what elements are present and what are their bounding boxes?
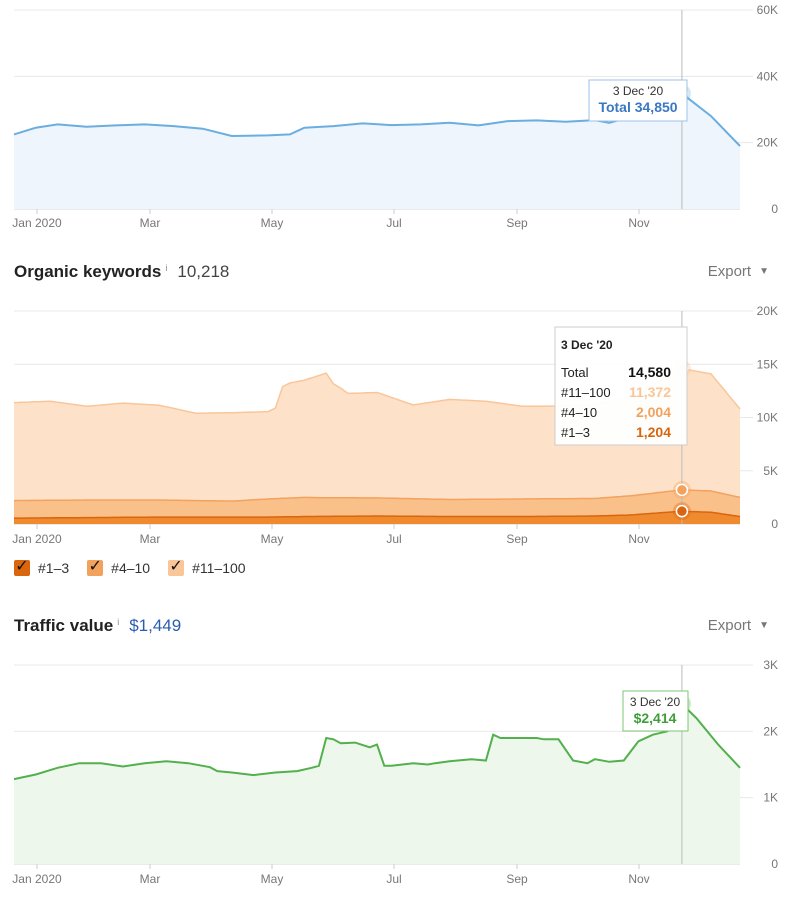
x-tick-label: Jan 2020 (12, 872, 62, 886)
tooltip-row-label: Total (561, 365, 589, 380)
checkbox-4-10[interactable]: ✓ (87, 558, 104, 576)
tooltip-date: 3 Dec '20 (613, 84, 664, 98)
export-label: Export (707, 263, 752, 280)
x-tick-label: Nov (628, 216, 649, 230)
tooltip-box (554, 326, 688, 446)
y-tick-label: 0 (771, 517, 778, 531)
y-tick-label: 10K (757, 411, 778, 425)
y-tick-label: 40K (757, 69, 778, 83)
export-label: Export (707, 617, 752, 634)
hover-point-4-10 (675, 483, 689, 497)
tooltip-row-value: 2,004 (636, 404, 671, 420)
x-tick-label: Nov (628, 532, 649, 546)
tooltip-value: Total 34,850 (598, 99, 677, 115)
tooltip-row-value: 11,372 (629, 384, 671, 400)
x-tick-label: May (261, 532, 284, 546)
positions-legend: ✓ #1–3 ✓ #4–10 ✓ #11–100 (14, 558, 264, 576)
x-tick-label: Jul (386, 532, 401, 546)
organic-keywords-count: 10,218 (177, 262, 230, 281)
tooltip-row-value: 14,580 (628, 364, 671, 380)
x-tick-label: Mar (140, 872, 161, 886)
checkbox-1-3[interactable]: ✓ (14, 558, 30, 576)
caret-down-icon: ▼ (759, 620, 769, 631)
kw-1-3-area (14, 511, 740, 524)
tooltip-value: $2,414 (634, 710, 677, 726)
organic-keywords-header: Organic keywords i 10,218 (14, 260, 229, 284)
y-tick-label: 20K (757, 304, 778, 318)
legend-item-11-100[interactable]: ✓ #11–100 (168, 558, 246, 576)
traffic-value-line (13, 702, 741, 781)
tooltip-date: 3 Dec '20 (561, 338, 613, 352)
traffic-value-title: Traffic value (14, 616, 114, 635)
check-icon: ✓ (15, 558, 29, 575)
kw-1-3-line (14, 510, 741, 519)
legend-item-1-3[interactable]: ✓ #1–3 (14, 558, 70, 576)
kw-4-10-line (13, 489, 741, 502)
traffic-value-header: Traffic value i $1,449 (14, 614, 181, 638)
legend-label-4-10: #4–10 (111, 560, 151, 576)
export-button[interactable]: Export ▼ (708, 617, 769, 634)
export-button[interactable]: Export ▼ (708, 263, 769, 280)
traffic-value-area (14, 703, 740, 864)
x-tick-label: Sep (506, 216, 528, 230)
x-tick-label: Mar (140, 216, 161, 230)
tooltip-row-value: 1,204 (636, 424, 671, 440)
x-tick-label: May (261, 216, 284, 230)
caret-down-icon: ▼ (759, 266, 769, 277)
tooltip-row-label: #11–100 (561, 385, 611, 400)
y-tick-label: 0 (771, 202, 778, 216)
y-tick-label: 3K (763, 658, 778, 672)
x-tick-label: Mar (140, 532, 161, 546)
tooltip-box (588, 79, 688, 122)
info-icon[interactable]: i (165, 263, 168, 273)
y-tick-label: 15K (757, 357, 778, 371)
traffic-value-chart: 3K 2K 1K 0 Jan 2020 Mar May Jul Sep Nov 3 Dec '20$… (12, 658, 778, 886)
tooltip-row-label: #1–3 (561, 425, 590, 440)
check-icon: ✓ (88, 558, 102, 575)
x-tick-label: Jan 2020 (12, 216, 62, 230)
legend-label-1-3: #1–3 (38, 560, 70, 576)
organic-keywords-chart: 20K 15K 10K 5K 0 Jan 2020 Mar May Jul Sep Nov 3 Dec… (12, 304, 778, 546)
y-tick-label: 60K (757, 3, 778, 17)
x-tick-label: Jul (386, 872, 401, 886)
y-tick-label: 2K (763, 724, 778, 738)
tooltip-row-label: #4–10 (561, 405, 597, 420)
tooltip-box (622, 690, 689, 732)
x-tick-label: Sep (506, 532, 528, 546)
legend-item-4-10[interactable]: ✓ #4–10 (87, 558, 151, 576)
checkbox-11-100[interactable]: ✓ (168, 558, 185, 576)
kw-11-100-area (14, 368, 740, 502)
legend-label-11-100: #11–100 (192, 560, 246, 576)
traffic-value-amount: $1,449 (129, 616, 182, 635)
x-tick-label: Nov (628, 872, 649, 886)
check-icon: ✓ (169, 558, 183, 575)
organic-traffic-chart: 60K 40K 20K 0 Jan 2020 Mar May Jul Sep Nov 3 Dec '… (12, 3, 778, 230)
info-icon[interactable]: i (117, 617, 120, 627)
kw-4-10-area (14, 489, 740, 519)
y-tick-label: 0 (771, 857, 778, 871)
organic-keywords-title: Organic keywords (14, 262, 162, 281)
y-tick-label: 20K (757, 136, 778, 150)
x-tick-label: May (261, 872, 284, 886)
x-tick-label: Jan 2020 (12, 532, 62, 546)
y-tick-label: 5K (763, 464, 778, 478)
x-tick-label: Jul (386, 216, 401, 230)
y-tick-label: 1K (763, 791, 778, 805)
x-tick-label: Sep (506, 872, 528, 886)
tooltip-date: 3 Dec '20 (630, 695, 681, 709)
hover-point-1-3 (675, 504, 689, 518)
